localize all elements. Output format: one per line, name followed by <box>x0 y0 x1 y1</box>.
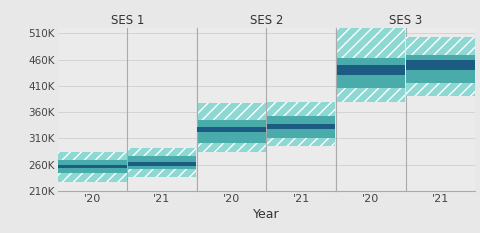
Title: SES 2: SES 2 <box>250 14 283 27</box>
Bar <box>406 70 475 83</box>
Bar <box>197 127 266 132</box>
Bar <box>336 58 405 65</box>
Bar <box>267 138 336 146</box>
Bar <box>58 165 127 168</box>
Bar <box>336 89 405 102</box>
Bar <box>406 83 475 96</box>
Bar <box>58 173 127 182</box>
Bar <box>267 124 336 129</box>
Bar <box>128 148 196 156</box>
Bar <box>197 132 266 143</box>
Bar <box>267 102 336 116</box>
Bar <box>128 169 196 177</box>
Bar <box>336 75 405 89</box>
Bar <box>336 65 405 75</box>
Bar <box>128 166 196 169</box>
Bar <box>128 162 196 166</box>
Bar <box>58 160 127 165</box>
Bar <box>197 120 266 127</box>
Bar <box>406 55 475 59</box>
Bar <box>197 143 266 152</box>
X-axis label: Year: Year <box>253 208 280 221</box>
Bar <box>406 59 475 70</box>
Bar <box>406 37 475 55</box>
Bar <box>336 27 405 58</box>
Title: SES 3: SES 3 <box>389 14 422 27</box>
Bar <box>58 152 127 160</box>
Bar <box>128 156 196 162</box>
Bar <box>267 129 336 138</box>
Bar <box>58 168 127 173</box>
Title: SES 1: SES 1 <box>110 14 144 27</box>
Bar <box>267 116 336 124</box>
Bar <box>197 103 266 120</box>
